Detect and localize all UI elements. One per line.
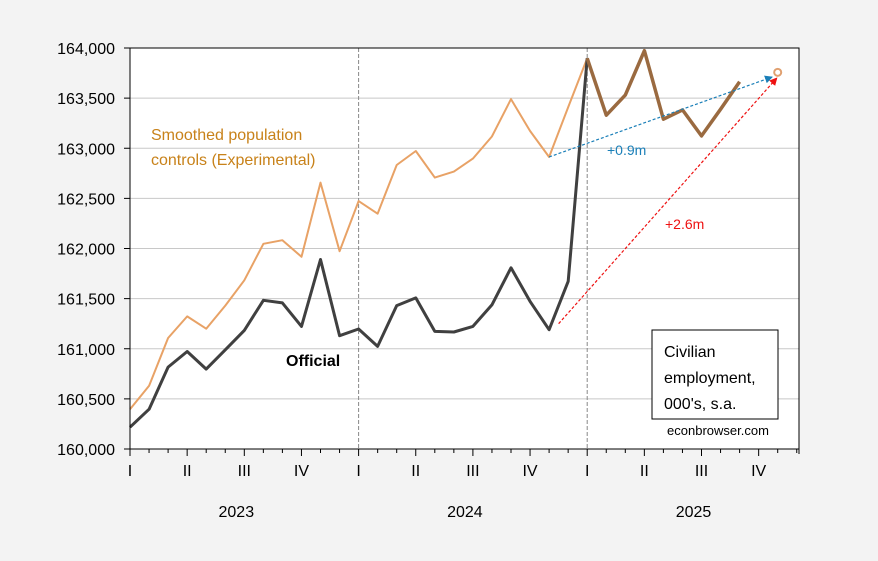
ytick-label: 162,500 <box>57 191 115 208</box>
ytick-label: 161,500 <box>57 292 115 309</box>
gridlines <box>130 97 799 400</box>
quarter-label: IV <box>751 463 766 480</box>
quarter-label: II <box>183 463 192 480</box>
ytick-label: 160,000 <box>57 442 115 459</box>
smoothed-label-line1: Smoothed population <box>151 127 302 144</box>
legend-line-2: employment, <box>664 370 756 387</box>
quarter-label: IV <box>294 463 309 480</box>
ytick-label: 164,000 <box>57 41 115 58</box>
arrows <box>548 75 778 325</box>
axes <box>124 47 800 456</box>
quarter-label: II <box>640 463 649 480</box>
series-lines <box>128 48 742 429</box>
legend-box: Civilian employment, 000's, s.a. <box>651 329 779 420</box>
quarter-label: III <box>466 463 479 480</box>
quarter-label: I <box>356 463 360 480</box>
source-label: econbrowser.com <box>667 423 769 438</box>
official-label: Official <box>286 353 340 370</box>
series-line-2 <box>585 48 742 138</box>
vertical-lines <box>358 48 588 449</box>
ytick-label: 163,500 <box>57 91 115 108</box>
quarter-label: I <box>128 463 132 480</box>
quarter-label: IV <box>522 463 537 480</box>
quarter-label: I <box>585 463 589 480</box>
smoothed-label-line2: controls (Experimental) <box>151 152 316 169</box>
ytick-label: 163,000 <box>57 141 115 158</box>
blue-annotation: +0.9m <box>607 142 646 158</box>
year-label: 2024 <box>447 504 483 521</box>
marker-group <box>773 67 783 77</box>
quarter-label: III <box>238 463 251 480</box>
quarter-label: III <box>695 463 708 480</box>
series-line-1 <box>128 58 589 429</box>
series-line-0 <box>129 57 589 410</box>
quarter-label: II <box>411 463 420 480</box>
ytick-label: 160,500 <box>57 392 115 409</box>
year-label: 2023 <box>219 504 255 521</box>
legend-line-1: Civilian <box>664 344 716 361</box>
ytick-label: 162,000 <box>57 242 115 259</box>
y-tick-labels: 160,000 160,500 161,000 161,500 162,000 162,5… <box>57 41 115 459</box>
ytick-label: 161,000 <box>57 342 115 359</box>
year-label: 2025 <box>676 504 712 521</box>
red-annotation: +2.6m <box>665 216 704 232</box>
legend-line-3: 000's, s.a. <box>664 396 736 413</box>
blue-arrow <box>548 75 773 158</box>
end-marker <box>773 67 783 77</box>
